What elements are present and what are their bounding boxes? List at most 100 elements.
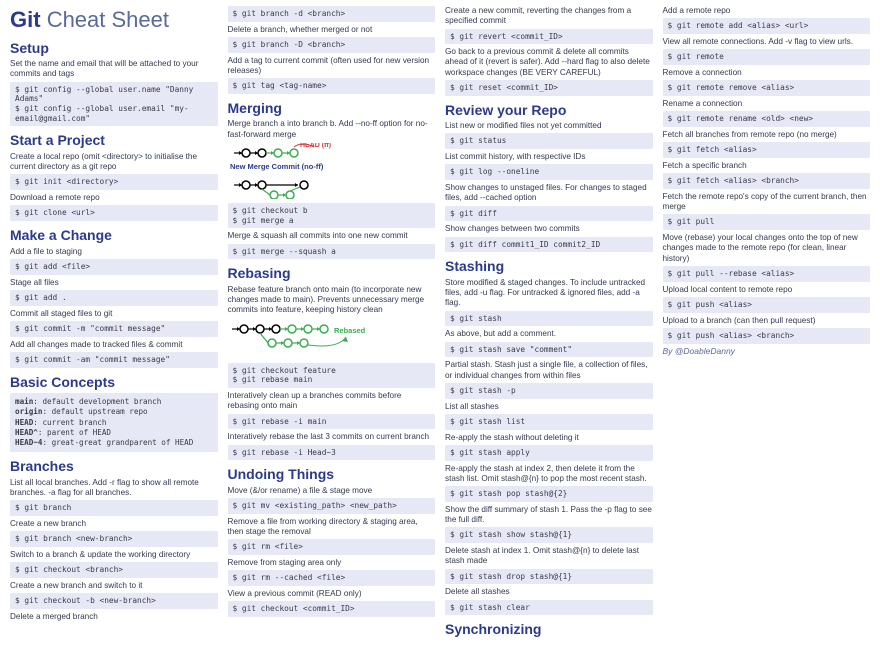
- item-desc: Show changes between two commits: [445, 224, 653, 234]
- item-desc: Merge branch a into branch b. Add --no-f…: [228, 119, 436, 140]
- command-block: $ git merge --squash a: [228, 244, 436, 260]
- command-block: $ git clone <url>: [10, 205, 218, 221]
- svg-text:New Merge Commit (no-ff): New Merge Commit (no-ff): [230, 162, 324, 171]
- command-block: $ git fetch <alias>: [663, 142, 871, 158]
- section-heading: Branches: [10, 458, 218, 476]
- command-block: $ git checkout -b <new-branch>: [10, 593, 218, 609]
- command-block: $ git branch -d <branch>: [228, 6, 436, 22]
- command-block: $ git checkout feature $ git rebase main: [228, 363, 436, 388]
- command-block: $ git stash -p: [445, 383, 653, 399]
- section-heading: Synchronizing: [445, 621, 653, 639]
- page-title: Git Cheat Sheet: [10, 6, 218, 34]
- command-block: $ git rm <file>: [228, 539, 436, 555]
- item-desc: List new or modified files not yet commi…: [445, 121, 653, 131]
- svg-text:HEAD (ff): HEAD (ff): [300, 143, 331, 149]
- item-desc: Create a new commit, reverting the chang…: [445, 6, 653, 27]
- item-desc: Show the diff summary of stash 1. Pass t…: [445, 505, 653, 526]
- command-block: $ git mv <existing_path> <new_path>: [228, 498, 436, 514]
- command-block: $ git stash show stash@{1}: [445, 527, 653, 543]
- command-block: $ git revert <commit_ID>: [445, 29, 653, 45]
- section-heading: Setup: [10, 40, 218, 58]
- item-desc: Add all changes made to tracked files & …: [10, 340, 218, 350]
- item-desc: Delete stash at index 1. Omit stash@{n} …: [445, 546, 653, 567]
- section-heading: Review your Repo: [445, 102, 653, 120]
- item-desc: Create a new branch and switch to it: [10, 581, 218, 591]
- item-desc: List commit history, with respective IDs: [445, 152, 653, 162]
- item-desc: Fetch a specific branch: [663, 161, 871, 171]
- command-block: $ git stash list: [445, 414, 653, 430]
- command-block: $ git commit -m "commit message": [10, 321, 218, 337]
- item-desc: Re-apply the stash at index 2, then dele…: [445, 464, 653, 485]
- section-heading: Rebasing: [228, 265, 436, 283]
- command-block: $ git remote add <alias> <url>: [663, 18, 871, 34]
- item-desc: Partial stash. Stash just a single file,…: [445, 360, 653, 381]
- command-block: $ git push <alias> <branch>: [663, 328, 871, 344]
- item-desc: Merge & squash all commits into one new …: [228, 231, 436, 241]
- command-block: $ git branch: [10, 500, 218, 516]
- item-desc: List all stashes: [445, 402, 653, 412]
- command-block: $ git fetch <alias> <branch>: [663, 173, 871, 189]
- command-block: $ git stash drop stash@{1}: [445, 569, 653, 585]
- item-desc: Show changes to unstaged files. For chan…: [445, 183, 653, 204]
- item-desc: Delete all stashes: [445, 587, 653, 597]
- item-desc: Set the name and email that will be atta…: [10, 59, 218, 80]
- item-desc: Commit all staged files to git: [10, 309, 218, 319]
- item-desc: Switch to a branch & update the working …: [10, 550, 218, 560]
- item-desc: List all local branches. Add -r flag to …: [10, 478, 218, 499]
- credit-line: By @DoableDanny: [663, 346, 871, 357]
- command-block: $ git init <directory>: [10, 174, 218, 190]
- item-desc: Fetch all branches from remote repo (no …: [663, 130, 871, 140]
- title-light: Cheat Sheet: [47, 7, 169, 32]
- item-desc: View all remote connections. Add -v flag…: [663, 37, 871, 47]
- item-desc: Add a remote repo: [663, 6, 871, 16]
- command-block: $ git remote rename <old> <new>: [663, 111, 871, 127]
- item-desc: Rename a connection: [663, 99, 871, 109]
- concepts-block: main: default development branch origin:…: [10, 393, 218, 452]
- item-desc: Remove a file from working directory & s…: [228, 517, 436, 538]
- item-desc: Move (&/or rename) a file & stage move: [228, 486, 436, 496]
- command-block: $ git diff commit1_ID commit2_ID: [445, 237, 653, 253]
- section-heading: Start a Project: [10, 132, 218, 150]
- item-desc: Create a new branch: [10, 519, 218, 529]
- command-block: $ git stash apply: [445, 445, 653, 461]
- command-block: $ git pull --rebase <alias>: [663, 266, 871, 282]
- command-block: $ git rm --cached <file>: [228, 570, 436, 586]
- section-heading: Merging: [228, 100, 436, 118]
- command-block: $ git diff: [445, 206, 653, 222]
- command-block: $ git stash: [445, 311, 653, 327]
- svg-text:Rebased: Rebased: [334, 326, 366, 335]
- item-desc: Re-apply the stash without deleting it: [445, 433, 653, 443]
- item-desc: Add a file to staging: [10, 247, 218, 257]
- section-heading: Make a Change: [10, 227, 218, 245]
- command-block: $ git branch <new-branch>: [10, 531, 218, 547]
- command-block: $ git add .: [10, 290, 218, 306]
- item-desc: Delete a branch, whether merged or not: [228, 25, 436, 35]
- item-desc: Move (rebase) your local changes onto th…: [663, 233, 871, 264]
- command-block: $ git rebase -i main: [228, 414, 436, 430]
- command-block: $ git commit -am "commit message": [10, 352, 218, 368]
- command-block: $ git checkout <branch>: [10, 562, 218, 578]
- item-desc: Rebase feature branch onto main (to inco…: [228, 285, 436, 316]
- title-strong: Git: [10, 7, 41, 32]
- command-block: $ git checkout b $ git merge a: [228, 203, 436, 228]
- item-desc: As above, but add a comment.: [445, 329, 653, 339]
- command-block: $ git add <file>: [10, 259, 218, 275]
- command-block: $ git stash save "comment": [445, 342, 653, 358]
- command-block: $ git status: [445, 133, 653, 149]
- command-block: $ git remote remove <alias>: [663, 80, 871, 96]
- rebase-diagram: Rebased: [228, 319, 436, 359]
- command-block: $ git config --global user.name "Danny A…: [10, 82, 218, 127]
- command-block: $ git stash clear: [445, 600, 653, 616]
- item-desc: Store modified & staged changes. To incl…: [445, 278, 653, 309]
- command-block: $ git rebase -i Head~3: [228, 445, 436, 461]
- command-block: $ git branch -D <branch>: [228, 37, 436, 53]
- command-block: $ git log --oneline: [445, 164, 653, 180]
- command-block: $ git checkout <commit_ID>: [228, 601, 436, 617]
- item-desc: Fetch the remote repo's copy of the curr…: [663, 192, 871, 213]
- command-block: $ git reset <commit_ID>: [445, 80, 653, 96]
- item-desc: Remove from staging area only: [228, 558, 436, 568]
- cheat-sheet-page: Git Cheat Sheet SetupSet the name and em…: [0, 0, 880, 646]
- item-desc: Upload to a branch (can then pull reques…: [663, 316, 871, 326]
- item-desc: Add a tag to current commit (often used …: [228, 56, 436, 77]
- item-desc: View a previous commit (READ only): [228, 589, 436, 599]
